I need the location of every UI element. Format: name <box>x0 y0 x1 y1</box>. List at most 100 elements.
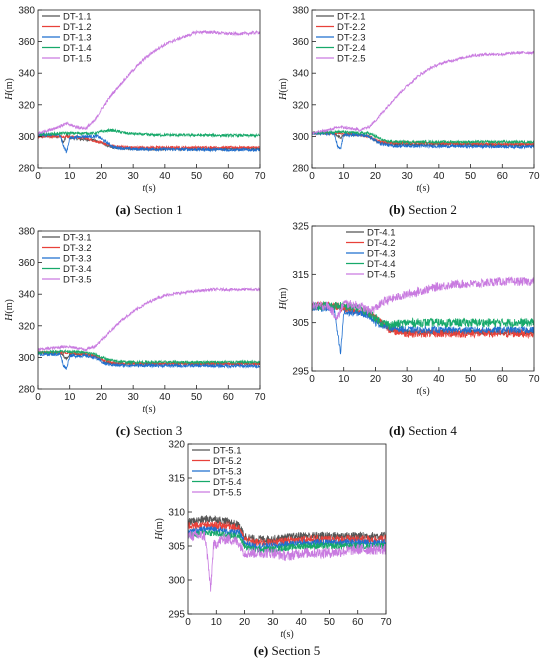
y-tick-label: 325 <box>292 222 309 233</box>
y-tick-label: 320 <box>168 440 185 451</box>
series-line-dt-2.5 <box>312 50 534 136</box>
y-tick-label: 310 <box>168 508 185 519</box>
x-tick-label: 0 <box>35 171 41 182</box>
x-tick-label: 20 <box>239 617 251 628</box>
series-line-dt-5.5 <box>188 529 386 592</box>
y-tick-label: 295 <box>292 367 309 378</box>
y-axis-label: H(m) <box>278 78 289 101</box>
y-tick-label: 360 <box>18 37 35 48</box>
panel-caption: (e) Section 5 <box>254 643 320 658</box>
series-line-dt-2.4 <box>312 129 534 145</box>
chart-panel-5: 0 10 20 30 40 50 60 70 295 300 305 310 315 320 t(s) H(m… <box>154 440 392 659</box>
legend-label: DT-5.5 <box>213 487 242 498</box>
y-axis-label: H(m) <box>278 288 289 311</box>
x-tick-label: 0 <box>35 392 41 403</box>
legend-label: DT-4.2 <box>367 238 396 249</box>
panel-caption: (b) Section 2 <box>389 202 457 217</box>
x-tick-label: 70 <box>528 374 540 385</box>
series-line-dt-3.5 <box>38 286 260 352</box>
y-tick-label: 340 <box>292 69 309 80</box>
legend-label: DT-1.3 <box>63 32 92 43</box>
x-tick-label: 10 <box>211 617 223 628</box>
legend-label: DT-1.2 <box>63 22 92 33</box>
x-tick-label: 20 <box>370 171 382 182</box>
legend-label: DT-3.3 <box>63 253 92 264</box>
y-tick-label: 280 <box>18 164 35 175</box>
series-line-dt-4.3 <box>312 304 534 355</box>
y-tick-label: 360 <box>18 258 35 269</box>
x-tick-label: 0 <box>185 617 191 628</box>
legend-label: DT-4.3 <box>367 248 396 259</box>
plot-frame <box>311 225 535 372</box>
x-tick-label: 20 <box>370 374 382 385</box>
plot-frame <box>37 230 261 390</box>
y-tick-label: 360 <box>292 37 309 48</box>
legend-label: DT-3.2 <box>63 243 92 254</box>
x-tick-label: 30 <box>128 392 140 403</box>
y-axis-label: H(m) <box>4 78 15 101</box>
y-tick-label: 280 <box>18 385 35 396</box>
y-tick-label: 380 <box>292 6 309 17</box>
x-tick-label: 60 <box>223 171 235 182</box>
x-axis-label: t(s) <box>416 386 429 397</box>
y-tick-label: 300 <box>18 353 35 364</box>
legend-label: DT-2.3 <box>337 32 366 43</box>
legend-label: DT-1.5 <box>63 53 92 64</box>
y-tick-label: 315 <box>292 270 309 281</box>
series-line-dt-2.3 <box>312 130 534 150</box>
y-tick-label: 280 <box>292 164 309 175</box>
y-axis-label: H(m) <box>154 518 165 541</box>
legend-label: DT-5.3 <box>213 466 242 477</box>
x-tick-label: 30 <box>402 171 414 182</box>
x-tick-label: 60 <box>223 392 235 403</box>
legend-label: DT-5.2 <box>213 456 242 467</box>
x-tick-label: 60 <box>497 171 509 182</box>
x-tick-label: 40 <box>159 171 171 182</box>
x-tick-label: 30 <box>128 171 140 182</box>
panel-caption: (d) Section 4 <box>389 423 457 438</box>
x-tick-label: 50 <box>191 171 203 182</box>
x-tick-label: 10 <box>338 171 350 182</box>
y-tick-label: 300 <box>168 576 185 587</box>
y-tick-label: 300 <box>292 132 309 143</box>
x-tick-label: 10 <box>338 374 350 385</box>
y-tick-label: 380 <box>18 6 35 17</box>
y-tick-label: 295 <box>168 610 185 621</box>
series-line-dt-3.2 <box>38 350 260 367</box>
y-axis-label: H(m) <box>4 299 15 322</box>
x-axis-label: t(s) <box>280 629 293 640</box>
plot-frame <box>187 443 387 615</box>
x-tick-label: 30 <box>267 617 279 628</box>
x-tick-label: 0 <box>309 171 315 182</box>
x-tick-label: 10 <box>64 392 76 403</box>
y-tick-label: 305 <box>292 318 309 329</box>
x-tick-label: 50 <box>324 617 336 628</box>
panel-caption: (a) Section 1 <box>115 202 182 217</box>
y-tick-label: 340 <box>18 69 35 80</box>
x-tick-label: 40 <box>296 617 308 628</box>
x-tick-label: 60 <box>352 617 364 628</box>
x-tick-label: 50 <box>465 171 477 182</box>
y-tick-label: 380 <box>18 227 35 238</box>
series-line-dt-4.4 <box>312 300 534 331</box>
legend-label: DT-4.1 <box>367 227 396 238</box>
legend-label: DT-4.4 <box>367 259 396 270</box>
legend-label: DT-4.5 <box>367 269 396 280</box>
x-tick-label: 70 <box>254 171 266 182</box>
series-line-dt-5.3 <box>188 525 386 551</box>
x-tick-label: 40 <box>433 171 445 182</box>
series-line-dt-1.4 <box>38 127 260 139</box>
y-tick-label: 315 <box>168 474 185 485</box>
legend-label: DT-2.1 <box>337 11 366 22</box>
chart-panel-4: 0 10 20 30 40 50 60 70 295 305 315 325 t(s) H(m) DT-4.… <box>278 222 540 439</box>
x-tick-label: 40 <box>159 392 171 403</box>
legend-label: DT-3.1 <box>63 232 92 243</box>
x-tick-label: 20 <box>96 392 108 403</box>
legend-label: DT-2.2 <box>337 22 366 33</box>
x-tick-label: 30 <box>402 374 414 385</box>
x-axis-label: t(s) <box>142 404 155 415</box>
legend-label: DT-1.1 <box>63 11 92 22</box>
x-tick-label: 70 <box>254 392 266 403</box>
legend-label: DT-5.1 <box>213 445 242 456</box>
